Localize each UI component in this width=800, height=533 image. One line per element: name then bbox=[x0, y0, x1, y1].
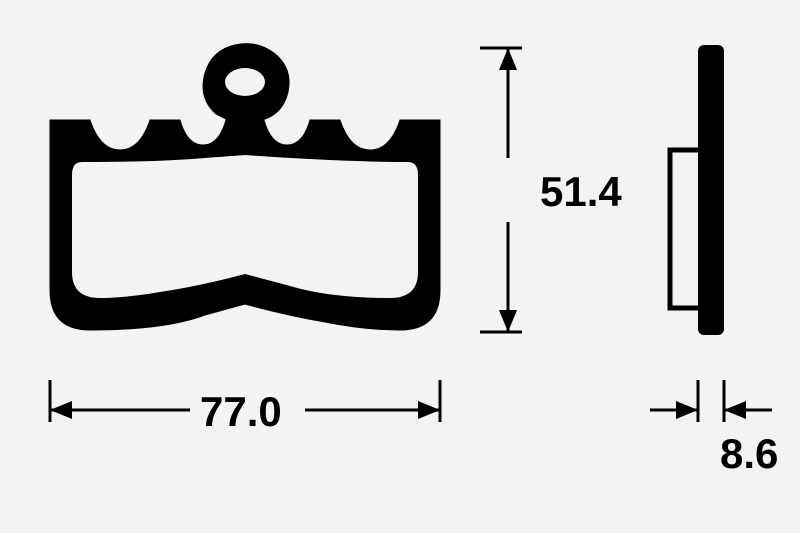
backing-plate bbox=[698, 45, 724, 335]
dim-thickness-label: 8.6 bbox=[720, 430, 778, 478]
dim-height-label: 51.4 bbox=[540, 168, 622, 216]
mounting-hole bbox=[225, 68, 265, 96]
friction-material-outline bbox=[670, 150, 698, 308]
dim-height bbox=[480, 40, 540, 360]
side-view bbox=[660, 40, 740, 360]
dim-width-label: 77.0 bbox=[200, 388, 282, 436]
front-view bbox=[30, 40, 460, 360]
technical-drawing: 77.0 51.4 8.6 bbox=[0, 0, 800, 533]
